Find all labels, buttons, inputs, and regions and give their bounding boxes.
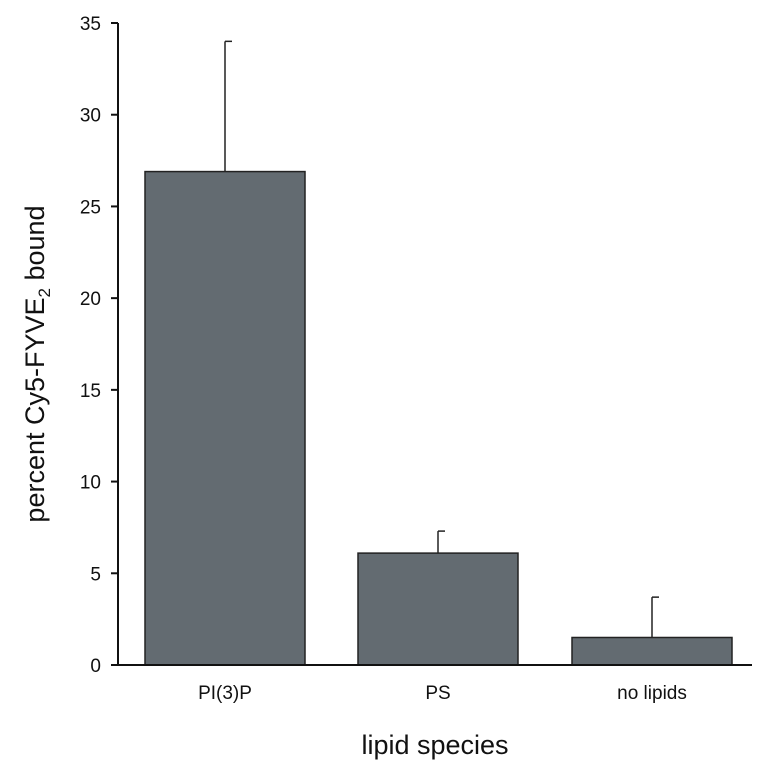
y-tick-label: 15 (80, 381, 101, 402)
y-tick-label: 0 (90, 656, 101, 677)
x-category-labels: PI(3)P PS no lipids (198, 683, 687, 704)
error-bars-layer (224, 40, 659, 638)
y-axis-title-subscript: 2 (35, 288, 54, 297)
y-tick-label: 5 (90, 564, 101, 585)
y-axis-title: percent Cy5-FYVE2 bound (20, 205, 54, 522)
bar (571, 636, 733, 666)
y-axis-title-suffix: bound (20, 205, 50, 288)
y-axis-title-main: percent Cy5-FYVE (20, 297, 50, 522)
x-category-label: PS (425, 683, 450, 704)
y-tick-label: 35 (80, 14, 101, 35)
x-axis-title: lipid species (361, 730, 508, 760)
bar (144, 170, 306, 666)
y-tick-label: 10 (80, 473, 101, 494)
y-tick-label: 30 (80, 106, 101, 127)
y-tick-label: 20 (80, 289, 101, 310)
bar (357, 552, 519, 666)
y-tick-label: 25 (80, 197, 101, 218)
axes-layer (117, 23, 752, 666)
bars-layer (144, 170, 733, 666)
x-category-label: PI(3)P (198, 683, 252, 704)
y-ticks-layer: 0 5 10 15 20 25 30 35 (80, 14, 118, 677)
x-category-label: no lipids (617, 683, 687, 704)
